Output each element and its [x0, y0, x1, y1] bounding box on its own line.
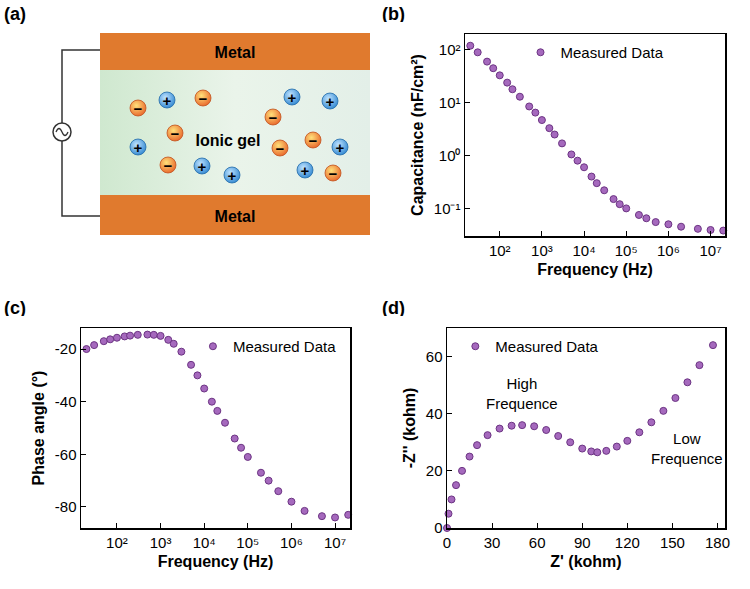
svg-text:+: + [336, 139, 345, 156]
svg-text:Phase angle (°): Phase angle (°) [30, 371, 47, 486]
svg-text:0: 0 [443, 534, 451, 551]
svg-text:+: + [134, 139, 143, 156]
svg-text:150: 150 [660, 534, 685, 551]
svg-text:Metal: Metal [215, 44, 256, 61]
svg-text:10¹: 10¹ [439, 94, 461, 111]
svg-text:+: + [198, 158, 207, 175]
svg-text:10²: 10² [106, 534, 128, 551]
svg-text:60: 60 [426, 348, 443, 365]
svg-text:−: − [171, 125, 180, 142]
svg-text:Z' (kohm): Z' (kohm) [550, 553, 621, 570]
svg-text:LowFrequence: LowFrequence [651, 430, 723, 467]
svg-text:-20: -20 [55, 340, 77, 357]
svg-text:+: + [326, 93, 335, 110]
svg-text:60: 60 [529, 534, 546, 551]
svg-text:10⁵: 10⁵ [615, 242, 638, 259]
html-text:(c): (c) [4, 298, 26, 318]
svg-text:0: 0 [434, 519, 442, 536]
svg-text:10⁷: 10⁷ [324, 534, 346, 551]
svg-text:Ionic gel: Ionic gel [196, 132, 261, 149]
svg-text:−: − [164, 157, 173, 174]
svg-text:+: + [228, 167, 237, 184]
svg-text:120: 120 [615, 534, 640, 551]
svg-text:Metal: Metal [215, 208, 256, 225]
svg-text:−: − [329, 165, 338, 182]
svg-text:10⁻¹: 10⁻¹ [434, 200, 461, 217]
svg-text:Capacitance (nF/cm²): Capacitance (nF/cm²) [409, 54, 426, 216]
svg-text:10⁰: 10⁰ [439, 147, 461, 164]
svg-text:Frequency (Hz): Frequency (Hz) [537, 261, 653, 278]
svg-text:-Z'' (kohm): -Z'' (kohm) [401, 388, 418, 468]
svg-text:-80: -80 [55, 498, 77, 515]
svg-text:Measured Data: Measured Data [233, 338, 336, 355]
svg-text:−: − [276, 140, 285, 157]
svg-text:180: 180 [705, 534, 730, 551]
svg-text:+: + [301, 162, 310, 179]
svg-text:10²: 10² [489, 242, 511, 259]
svg-text:10⁷: 10⁷ [699, 242, 721, 259]
svg-text:10⁴: 10⁴ [193, 534, 216, 551]
svg-text:10⁵: 10⁵ [236, 534, 259, 551]
svg-text:-40: -40 [55, 393, 77, 410]
svg-text:−: − [199, 90, 208, 107]
svg-text:HighFrequence: HighFrequence [486, 375, 558, 412]
svg-text:10⁶: 10⁶ [280, 534, 303, 551]
svg-text:+: + [288, 89, 297, 106]
svg-text:10³: 10³ [531, 242, 553, 259]
svg-text:-60: -60 [55, 446, 77, 463]
html-text:(b): (b) [382, 4, 405, 24]
svg-text:−: − [134, 100, 143, 117]
svg-text:Measured Data: Measured Data [495, 338, 598, 355]
svg-text:30: 30 [484, 534, 501, 551]
svg-text:10⁴: 10⁴ [572, 242, 595, 259]
svg-text:Frequency (Hz): Frequency (Hz) [158, 553, 274, 570]
svg-text:Measured Data: Measured Data [561, 44, 664, 61]
svg-text:−: − [269, 109, 278, 126]
svg-text:10²: 10² [439, 41, 461, 58]
html-text:(a): (a) [4, 4, 26, 24]
svg-text:90: 90 [574, 534, 591, 551]
svg-text:10³: 10³ [150, 534, 172, 551]
svg-text:−: − [309, 132, 318, 149]
svg-text:+: + [163, 92, 172, 109]
svg-text:40: 40 [426, 405, 443, 422]
svg-text:20: 20 [426, 462, 443, 479]
html-text:(d): (d) [382, 298, 405, 318]
svg-text:10⁶: 10⁶ [657, 242, 680, 259]
